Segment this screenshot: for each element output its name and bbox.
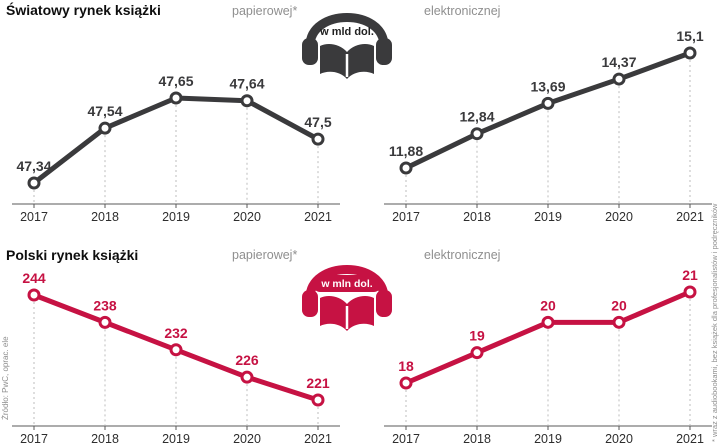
year-label: 2017 (20, 432, 48, 444)
year-label: 2018 (463, 210, 491, 224)
value-label: 47,65 (158, 73, 193, 89)
data-point (612, 72, 626, 86)
value-label: 221 (306, 375, 330, 391)
data-point (98, 315, 112, 329)
value-label: 47,54 (87, 103, 122, 119)
world-electronic-label: elektronicznej (424, 4, 501, 18)
headphone-earcup-right (376, 38, 392, 65)
value-label: 14,37 (601, 54, 636, 70)
data-point (98, 121, 112, 135)
data-point (470, 127, 484, 141)
data-point (399, 376, 413, 390)
audiobook-icon-red: w mln dol. (297, 254, 397, 338)
data-point (683, 285, 697, 299)
value-label: 12,84 (459, 109, 494, 125)
headphones-book-icon (302, 265, 392, 331)
headphone-band (305, 13, 389, 51)
value-label: 47,34 (16, 158, 51, 174)
value-label: 47,5 (304, 114, 331, 130)
year-label: 2021 (676, 432, 704, 444)
value-label: 232 (164, 325, 188, 341)
data-point (470, 346, 484, 360)
data-point (311, 393, 325, 407)
data-point (240, 94, 254, 108)
data-point (541, 96, 555, 110)
value-label: 20 (611, 297, 627, 313)
polish-market-row: Polski rynek książki papierowej* elektro… (0, 222, 720, 444)
value-label: 47,64 (229, 76, 264, 92)
value-label: 244 (22, 270, 46, 286)
value-label: 11,88 (389, 143, 423, 159)
chart-world-paper-books: 47,34 47,54 47,65 47,64 47,5 2017 2018 2019 2020… (12, 73, 340, 224)
world-unit-label: w mld dol. (320, 26, 374, 38)
polish-paper-label: papierowej* (232, 248, 298, 262)
chart-world-electronic-books: 11,88 12,84 13,69 14,37 15,1 2017 2018 2019 2020… (384, 28, 712, 224)
year-label: 2017 (20, 210, 48, 224)
data-point (683, 46, 697, 60)
value-label: 13,69 (530, 78, 565, 94)
year-label: 2019 (534, 210, 562, 224)
value-label: 226 (235, 352, 259, 368)
footnote: * wraz z audiobookami, bez książek dla p… (710, 203, 719, 442)
headphone-earcup-left (302, 290, 318, 317)
chart-polish-paper-books: 244 238 232 226 221 2017 2018 2019 2020 2021 (12, 270, 340, 444)
year-label: 2020 (605, 432, 633, 444)
audiobook-icon-dark: w mld dol. (297, 2, 397, 86)
polish-electronic-label: elektronicznej (424, 248, 501, 262)
value-label: 20 (540, 297, 556, 313)
data-point (541, 315, 555, 329)
year-label: 2021 (676, 210, 704, 224)
year-label: 2019 (162, 432, 190, 444)
headphone-earcup-right (376, 290, 392, 317)
source-note: Źródło: PwC, oprac. ele (1, 336, 10, 420)
data-point (311, 132, 325, 146)
year-label: 2018 (91, 210, 119, 224)
world-paper-label: papierowej* (232, 4, 298, 18)
data-point (27, 288, 41, 302)
year-label: 2019 (534, 432, 562, 444)
year-label: 2018 (463, 432, 491, 444)
world-market-row: Światowy rynek książki papierowej* elekt… (6, 2, 712, 224)
headphone-earcup-left (302, 38, 318, 65)
data-point (612, 315, 626, 329)
year-label: 2017 (392, 210, 420, 224)
year-label: 2021 (304, 432, 332, 444)
value-label: 15,1 (676, 28, 703, 44)
year-label: 2020 (233, 210, 261, 224)
polish-market-title: Polski rynek książki (6, 247, 139, 263)
year-label: 2019 (162, 210, 190, 224)
value-label: 18 (398, 358, 414, 374)
value-label: 19 (469, 328, 485, 344)
year-label: 2017 (392, 432, 420, 444)
world-market-title: Światowy rynek książki (6, 2, 161, 18)
data-point (169, 91, 183, 105)
headphones-book-icon (302, 13, 392, 79)
year-label: 2018 (91, 432, 119, 444)
year-label: 2020 (233, 432, 261, 444)
data-point (399, 161, 413, 175)
value-label: 21 (682, 267, 698, 283)
data-point (169, 343, 183, 357)
year-label: 2021 (304, 210, 332, 224)
value-label: 238 (93, 297, 117, 313)
data-point (27, 176, 41, 190)
year-label: 2020 (605, 210, 633, 224)
data-point (240, 370, 254, 384)
polish-unit-label: w mln dol. (312, 275, 382, 292)
